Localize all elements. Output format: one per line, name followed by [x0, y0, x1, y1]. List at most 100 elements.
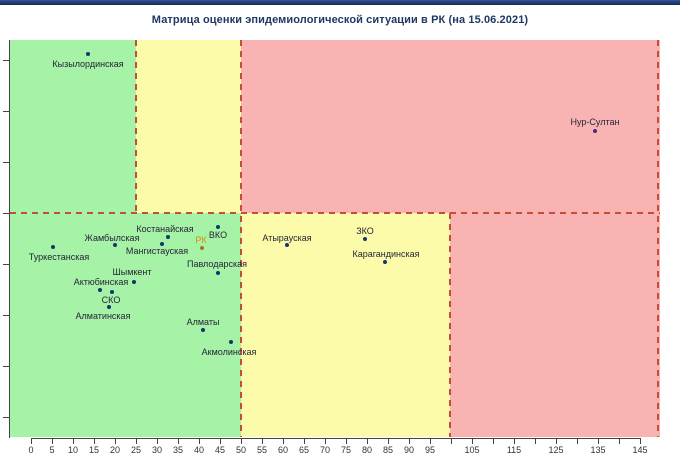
y-tick — [3, 213, 9, 214]
point-Акмолинская — [229, 340, 233, 344]
x-tick-5 — [52, 439, 53, 444]
x-tick-20 — [115, 439, 116, 444]
x-tick-45 — [220, 439, 221, 444]
y-tick — [3, 366, 9, 367]
x-tick-label-10: 10 — [67, 445, 79, 454]
x-tick-label-60: 60 — [277, 445, 289, 454]
x-tick-label-105: 105 — [464, 445, 480, 454]
zone-top-middle-yellow — [136, 40, 241, 213]
bottom-yellow-pink-divider-x100 — [449, 213, 451, 437]
x-tick-label-95: 95 — [424, 445, 436, 454]
point-Шымкент — [132, 280, 136, 284]
point-label-Кызылординская: Кызылординская — [52, 59, 124, 69]
x-tick-label-85: 85 — [382, 445, 394, 454]
x-tick-label-15: 15 — [88, 445, 100, 454]
point-label-Нур-Султан: Нур-Султан — [570, 117, 620, 127]
x-tick-label-55: 55 — [256, 445, 268, 454]
x-tick-label-30: 30 — [151, 445, 163, 454]
x-tick-15 — [94, 439, 95, 444]
x-axis-line — [31, 438, 641, 439]
x-tick-label-20: 20 — [109, 445, 121, 454]
x-tick-130 — [577, 439, 578, 444]
x-tick-90 — [409, 439, 410, 444]
x-tick-35 — [178, 439, 179, 444]
x-tick-120 — [535, 439, 536, 444]
point-label-Карагандинская: Карагандинская — [352, 249, 420, 259]
point-Жамбылская — [113, 243, 117, 247]
x-tick-10 — [73, 439, 74, 444]
zone-bottom-right-pink — [450, 213, 660, 437]
x-tick-label-80: 80 — [361, 445, 373, 454]
x-tick-label-70: 70 — [319, 445, 331, 454]
point-Нур-Султан — [593, 129, 597, 133]
point-label-РК: РК — [195, 235, 207, 245]
x-tick-label-145: 145 — [632, 445, 648, 454]
point-Павлодарская — [216, 271, 220, 275]
x-tick-0 — [31, 439, 32, 444]
top-green-yellow-divider-x25 — [135, 40, 137, 213]
x-tick-label-0: 0 — [28, 445, 34, 454]
point-label-ВКО: ВКО — [208, 230, 228, 240]
point-label-Шымкент: Шымкент — [112, 267, 152, 277]
right-edge-divider — [657, 40, 659, 437]
point-Алматы — [201, 328, 205, 332]
zone-top-left-green — [10, 40, 136, 213]
x-tick-30 — [157, 439, 158, 444]
yellow-divider-x50 — [240, 40, 242, 437]
x-tick-40 — [199, 439, 200, 444]
point-Актюбинская — [98, 288, 102, 292]
point-Туркестанская — [51, 245, 55, 249]
x-tick-label-65: 65 — [298, 445, 310, 454]
y-axis-line — [9, 40, 10, 438]
x-tick-140 — [619, 439, 620, 444]
x-tick-50 — [241, 439, 242, 444]
zone-top-right-pink — [241, 40, 660, 213]
x-tick-135 — [598, 439, 599, 444]
point-label-Атырауская: Атырауская — [262, 233, 312, 243]
x-tick-75 — [346, 439, 347, 444]
point-РК — [200, 246, 204, 250]
x-tick-label-50: 50 — [235, 445, 247, 454]
x-tick-65 — [304, 439, 305, 444]
point-Алматинская — [107, 305, 111, 309]
row-divider-horizontal — [10, 212, 660, 214]
x-tick-label-125: 125 — [548, 445, 564, 454]
y-tick — [3, 60, 9, 61]
x-tick-85 — [388, 439, 389, 444]
x-tick-55 — [262, 439, 263, 444]
point-Карагандинская — [383, 260, 387, 264]
x-tick-label-40: 40 — [193, 445, 205, 454]
y-tick — [3, 162, 9, 163]
x-tick-label-35: 35 — [172, 445, 184, 454]
x-tick-label-75: 75 — [340, 445, 352, 454]
x-tick-80 — [367, 439, 368, 444]
point-label-Жамбылская: Жамбылская — [84, 233, 140, 243]
x-tick-label-45: 45 — [214, 445, 226, 454]
point-Мангистауская — [160, 242, 164, 246]
point-label-Туркестанская: Туркестанская — [28, 252, 90, 262]
x-tick-125 — [556, 439, 557, 444]
x-tick-70 — [325, 439, 326, 444]
x-tick-label-90: 90 — [403, 445, 415, 454]
y-tick — [3, 111, 9, 112]
x-tick-100 — [451, 439, 452, 444]
point-label-СКО: СКО — [101, 295, 121, 305]
x-tick-95 — [430, 439, 431, 444]
zone-bottom-left-green — [10, 213, 241, 437]
point-ЗКО — [363, 237, 367, 241]
point-Атырауская — [285, 243, 289, 247]
x-tick-60 — [283, 439, 284, 444]
x-tick-145 — [640, 439, 641, 444]
point-label-Алматы: Алматы — [186, 317, 220, 327]
point-label-Мангистауская: Мангистауская — [125, 246, 189, 256]
point-label-Павлодарская: Павлодарская — [187, 259, 247, 269]
x-tick-label-115: 115 — [506, 445, 522, 454]
point-Кызылординская — [86, 52, 90, 56]
point-ВКО — [216, 225, 220, 229]
point-label-Актюбинская: Актюбинская — [73, 277, 129, 287]
y-tick — [3, 315, 9, 316]
top-navy-bar — [0, 0, 680, 5]
x-tick-115 — [514, 439, 515, 444]
zone-bottom-middle-yellow — [241, 213, 450, 437]
